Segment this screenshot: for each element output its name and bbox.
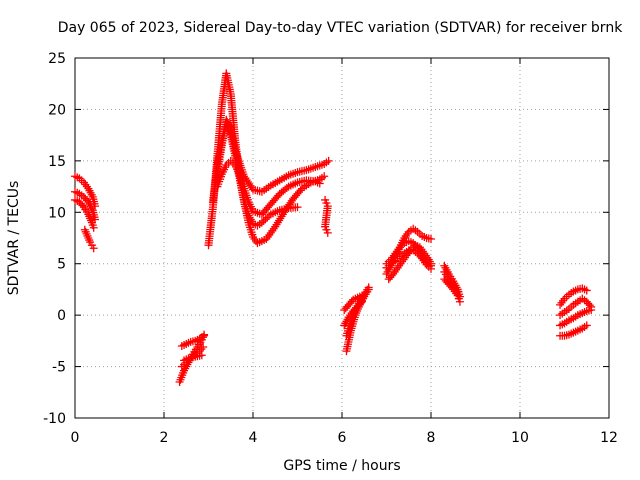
data-point — [587, 306, 596, 314]
data-point — [582, 321, 591, 330]
series-arc-5.6-5.7h-e — [321, 195, 332, 237]
series-arc-2.4-2.9h-c — [177, 331, 209, 350]
data-point — [352, 303, 361, 312]
series-arc-2.45-2.85h-d — [180, 351, 206, 365]
x-tick-label: 6 — [338, 430, 347, 446]
series-arc-10.9-11.6h-b — [556, 294, 596, 320]
data-point — [427, 259, 435, 268]
data-point — [453, 287, 462, 296]
data-point — [323, 228, 332, 237]
data-point — [200, 331, 209, 340]
series-arc-0.0-0.45h-c — [71, 195, 98, 232]
data-point — [293, 203, 302, 212]
y-tick-label: -5 — [52, 360, 66, 376]
x-tick-label: 10 — [511, 430, 529, 446]
y-tick-label: -10 — [43, 411, 66, 427]
series-arc-8.3-8.6h-c — [440, 267, 462, 296]
y-tick-label: 15 — [48, 154, 66, 170]
data-point — [320, 172, 329, 181]
data-point — [324, 156, 333, 165]
y-tick-label: 5 — [57, 257, 66, 273]
series-arc-6.05-6.5h-c — [340, 291, 367, 314]
axis-ticks: 0 2 4 6 8 10 12 -10 -5 0 5 10 15 20 25 — [43, 51, 618, 446]
data-point — [199, 343, 208, 352]
series-arc-7.05-8.0h-d — [384, 241, 435, 284]
y-tick-label: 0 — [57, 308, 66, 324]
y-tick-label: 10 — [48, 205, 66, 221]
series-arc-3.2-5.5h-d — [213, 156, 324, 219]
x-axis-label: GPS time / hours — [283, 458, 400, 474]
series-arc-3.2-5.7h-c — [213, 115, 333, 196]
y-axis-label: SDTVAR / TECUs — [6, 181, 22, 296]
chart-title: Day 065 of 2023, Sidereal Day-to-day VTE… — [58, 20, 623, 36]
data-point — [358, 297, 367, 306]
x-tick-label: 4 — [249, 430, 258, 446]
data-point — [89, 244, 98, 253]
data-point — [265, 211, 274, 220]
y-tick-label: 20 — [48, 102, 66, 118]
data-point — [585, 301, 594, 310]
y-tick-label: 25 — [48, 51, 66, 67]
data-point — [197, 351, 206, 360]
series-arc-6.05-6.5h-d — [340, 297, 367, 330]
x-tick-label: 0 — [71, 430, 80, 446]
data-point — [582, 286, 591, 295]
series-arc-10.9-11.6h-c — [556, 306, 596, 330]
series-arc-0.2-0.4h-drop — [80, 225, 98, 253]
data-point — [282, 184, 291, 193]
series-arc-10.9-11.6h-a — [556, 284, 591, 309]
data-point — [78, 201, 87, 210]
data-point — [364, 283, 373, 292]
data-points — [71, 69, 596, 386]
x-tick-label: 8 — [427, 430, 436, 446]
x-tick-label: 2 — [160, 430, 169, 446]
x-tick-label: 12 — [600, 430, 618, 446]
series-arc-0.0-0.45h-b — [71, 187, 100, 224]
data-point — [427, 235, 435, 244]
data-point — [315, 179, 324, 188]
grid-lines — [75, 58, 609, 418]
data-point — [455, 297, 464, 306]
series-arc-10.9-11.6h-d — [556, 321, 591, 340]
data-point — [89, 223, 98, 232]
